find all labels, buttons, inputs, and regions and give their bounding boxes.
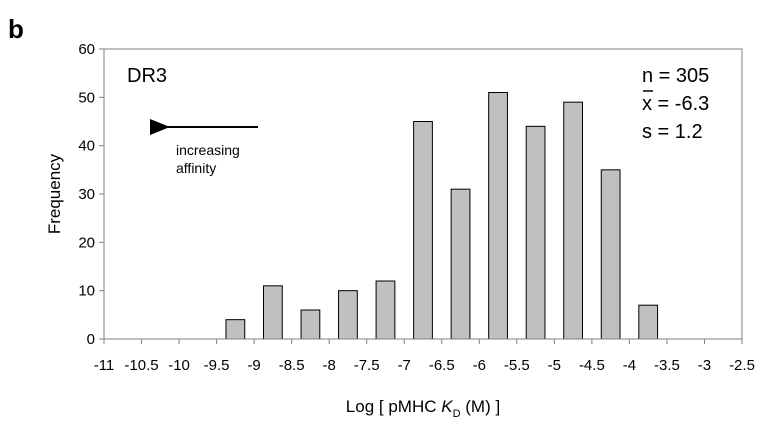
histogram-bar (488, 92, 508, 340)
panel-label: b (8, 14, 24, 44)
histogram-bar (300, 309, 321, 340)
histogram-bar (413, 121, 433, 340)
x-tick-label: -5.5 (504, 357, 530, 374)
x-tick-label: -4.5 (579, 357, 605, 374)
y-tick-label: 40 (78, 138, 95, 155)
y-axis-ticks: 0 10 20 30 40 50 60 (78, 41, 104, 348)
y-axis-label: Frequency (45, 153, 64, 234)
y-tick-label: 30 (78, 186, 95, 203)
arrow-text-line1: increasing (176, 142, 240, 158)
x-tick-label: -6 (473, 357, 486, 374)
histogram-bar (338, 290, 358, 340)
histogram-bar (600, 169, 621, 340)
y-tick-label: 10 (78, 283, 95, 300)
x-axis-label-k: K (441, 397, 453, 416)
x-tick-label: -7 (398, 357, 411, 374)
x-axis-label: Log [ pMHC KD (M) ] (346, 397, 500, 420)
x-axis-ticks: -11 -10.5 -10 -9.5 -9 -8.5 -8 -7.5 -7 -6.5 -6 -5.5 -… (94, 339, 755, 374)
histogram-bar (563, 101, 583, 340)
x-tick-label: -9.5 (204, 357, 230, 374)
histogram-bar (375, 280, 396, 340)
x-tick-label: -10 (168, 357, 190, 374)
y-tick-label: 60 (78, 41, 95, 58)
x-axis-label-subscript: D (453, 408, 461, 420)
x-tick-label: -3 (698, 357, 711, 374)
x-tick-label: -3.5 (654, 357, 680, 374)
histogram-bar (525, 125, 546, 340)
x-tick-label: -8 (323, 357, 336, 374)
stat-n: n = 305 (642, 65, 709, 87)
x-tick-label: -8.5 (279, 357, 305, 374)
x-tick-label: -2.5 (729, 357, 755, 374)
histogram-bars (225, 92, 659, 340)
x-tick-label: -7.5 (354, 357, 380, 374)
x-tick-label: -5 (548, 357, 561, 374)
x-tick-label: -4 (623, 357, 636, 374)
x-tick-label: -6.5 (429, 357, 455, 374)
plot-frame (103, 48, 743, 340)
histogram-bar (638, 304, 659, 340)
dataset-label: DR3 (127, 65, 167, 87)
stat-mean: x = -6.3 (642, 93, 709, 115)
histogram-bar (225, 319, 246, 340)
x-tick-label: -9 (247, 357, 260, 374)
y-tick-label: 20 (78, 234, 95, 251)
x-tick-label: -10.5 (124, 357, 158, 374)
stat-sd: s = 1.2 (642, 121, 703, 143)
histogram-bar (263, 285, 283, 340)
y-tick-label: 0 (87, 331, 95, 348)
arrow-text-line2: affinity (176, 160, 216, 176)
histogram-bar (450, 188, 471, 340)
x-axis-label-suffix: (M) ] (461, 397, 501, 416)
x-tick-label: -11 (94, 357, 115, 374)
y-tick-label: 50 (78, 89, 95, 106)
x-axis-label-prefix: Log [ pMHC (346, 397, 441, 416)
